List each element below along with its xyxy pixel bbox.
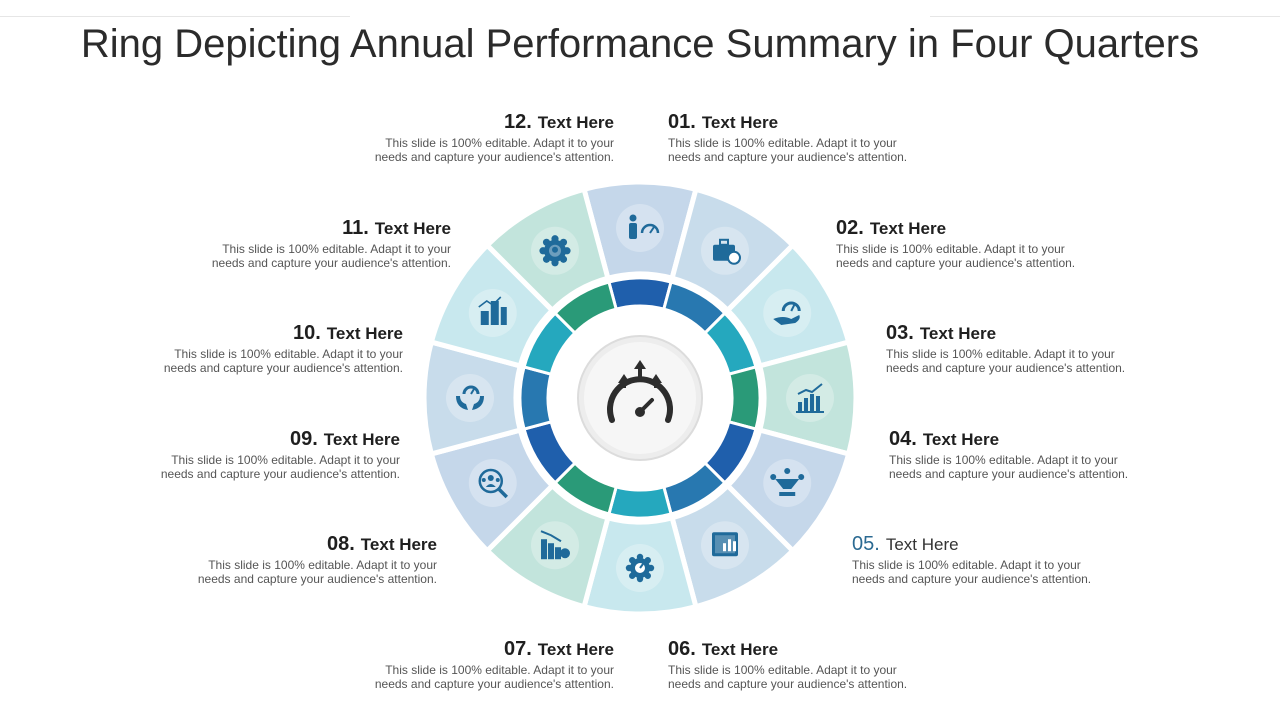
item-label: Text Here	[326, 324, 403, 343]
item-09: 09. Text Here This slide is 100% editable…	[150, 428, 400, 481]
top-rule-right	[930, 16, 1280, 17]
item-10: 10. Text Here This slide is 100% editable…	[153, 322, 403, 375]
item-number: 02.	[836, 217, 864, 239]
item-number: 01.	[668, 111, 696, 133]
page-title: Ring Depicting Annual Performance Summar…	[80, 22, 1200, 66]
item-label: Text Here	[885, 535, 959, 554]
item-desc-line1: This slide is 100% editable. Adapt it to…	[171, 453, 400, 467]
item-03: 03. Text Here This slide is 100% editable…	[886, 322, 1136, 375]
icon-halo-9	[468, 459, 517, 507]
item-01: 01. Text Here This slide is 100% editable…	[668, 111, 918, 164]
item-number: 12.	[503, 111, 532, 133]
item-08: 08. Text Here This slide is 100% editable…	[187, 533, 437, 586]
team-search-icon	[478, 468, 509, 499]
inner-segment-7	[607, 485, 673, 520]
top-rule-left	[0, 16, 350, 17]
inner-segment-12	[553, 280, 619, 336]
item-desc-line1: This slide is 100% editable. Adapt it to…	[668, 136, 897, 150]
item-label: Text Here	[922, 430, 1000, 449]
growth-chart-icon	[796, 383, 824, 413]
icon-halo-10	[446, 374, 494, 422]
item-11: 11. Text Here This slide is 100% editable…	[201, 217, 451, 270]
hands-gauge-icon	[456, 385, 484, 410]
item-desc-line2: needs and capture your audience's attent…	[374, 677, 614, 691]
item-label: Text Here	[374, 219, 451, 238]
inner-segment-10	[518, 365, 553, 431]
briefcase-chart-icon	[713, 238, 741, 265]
gear-head-icon	[539, 235, 571, 267]
item-label: Text Here	[537, 640, 614, 659]
item-label: Text Here	[701, 640, 779, 659]
item-number: 06.	[668, 638, 696, 660]
item-02: 02. Text Here This slide is 100% editable…	[836, 217, 1086, 270]
item-desc-line2: needs and capture your audience's attent…	[889, 467, 1129, 481]
dollar-chart-icon	[712, 532, 738, 557]
item-desc-line1: This slide is 100% editable. Adapt it to…	[836, 242, 1065, 256]
item-label: Text Here	[701, 113, 779, 132]
item-desc-line2: needs and capture your audience's attent…	[374, 150, 614, 164]
item-number: 04.	[889, 428, 917, 450]
item-desc-line2: needs and capture your audience's attent…	[836, 256, 1076, 270]
item-desc-line1: This slide is 100% editable. Adapt it to…	[222, 242, 451, 256]
icon-halo-8	[531, 521, 579, 570]
network-gauge-icon	[770, 468, 805, 496]
item-desc-line2: needs and capture your audience's attent…	[852, 572, 1092, 586]
item-label: Text Here	[537, 113, 614, 132]
item-desc-line2: needs and capture your audience's attent…	[668, 150, 908, 164]
item-desc-line1: This slide is 100% editable. Adapt it to…	[385, 663, 614, 677]
buildings-chart-icon	[478, 296, 507, 325]
item-desc-line2: needs and capture your audience's attent…	[163, 361, 403, 375]
item-desc-line2: needs and capture your audience's attent…	[668, 677, 908, 691]
item-label: Text Here	[869, 219, 947, 238]
person-gauge-icon	[629, 214, 660, 239]
speedometer-arrows-icon	[607, 360, 673, 423]
icon-halo-1	[616, 204, 664, 252]
item-05: 05. Text Here This slide is 100% editable…	[852, 533, 1102, 586]
declining-chart-icon	[540, 530, 570, 560]
item-number: 08.	[326, 533, 355, 555]
item-desc-line2: needs and capture your audience's attent…	[160, 467, 400, 481]
item-12: 12. Text Here This slide is 100% editable…	[364, 111, 614, 164]
item-number: 05.	[852, 533, 880, 555]
item-label: Text Here	[360, 535, 437, 554]
item-number: 11.	[342, 217, 369, 239]
item-desc-line1: This slide is 100% editable. Adapt it to…	[889, 453, 1118, 467]
gear-gauge-icon	[625, 553, 655, 583]
item-06: 06. Text Here This slide is 100% editable…	[668, 638, 918, 691]
item-number: 03.	[886, 322, 914, 344]
item-desc-line1: This slide is 100% editable. Adapt it to…	[208, 558, 437, 572]
item-label: Text Here	[323, 430, 400, 449]
item-desc-line1: This slide is 100% editable. Adapt it to…	[886, 347, 1115, 361]
item-desc-line2: needs and capture your audience's attent…	[211, 256, 451, 270]
item-desc-line1: This slide is 100% editable. Adapt it to…	[174, 347, 403, 361]
item-04: 04. Text Here This slide is 100% editable…	[889, 428, 1139, 481]
item-desc-line1: This slide is 100% editable. Adapt it to…	[852, 558, 1081, 572]
item-number: 07.	[503, 638, 532, 660]
item-label: Text Here	[919, 324, 997, 343]
inner-segment-4	[727, 365, 762, 431]
item-07: 07. Text Here This slide is 100% editable…	[364, 638, 614, 691]
icon-halo-3	[763, 289, 812, 337]
item-number: 09.	[289, 428, 318, 450]
item-desc-line2: needs and capture your audience's attent…	[886, 361, 1126, 375]
inner-segment-1	[607, 276, 673, 311]
hand-gauge-icon	[773, 301, 801, 325]
item-number: 10.	[292, 322, 321, 344]
hub-inner	[584, 342, 696, 454]
item-desc-line1: This slide is 100% editable. Adapt it to…	[668, 663, 897, 677]
item-desc-line1: This slide is 100% editable. Adapt it to…	[385, 136, 614, 150]
item-desc-line2: needs and capture your audience's attent…	[197, 572, 437, 586]
